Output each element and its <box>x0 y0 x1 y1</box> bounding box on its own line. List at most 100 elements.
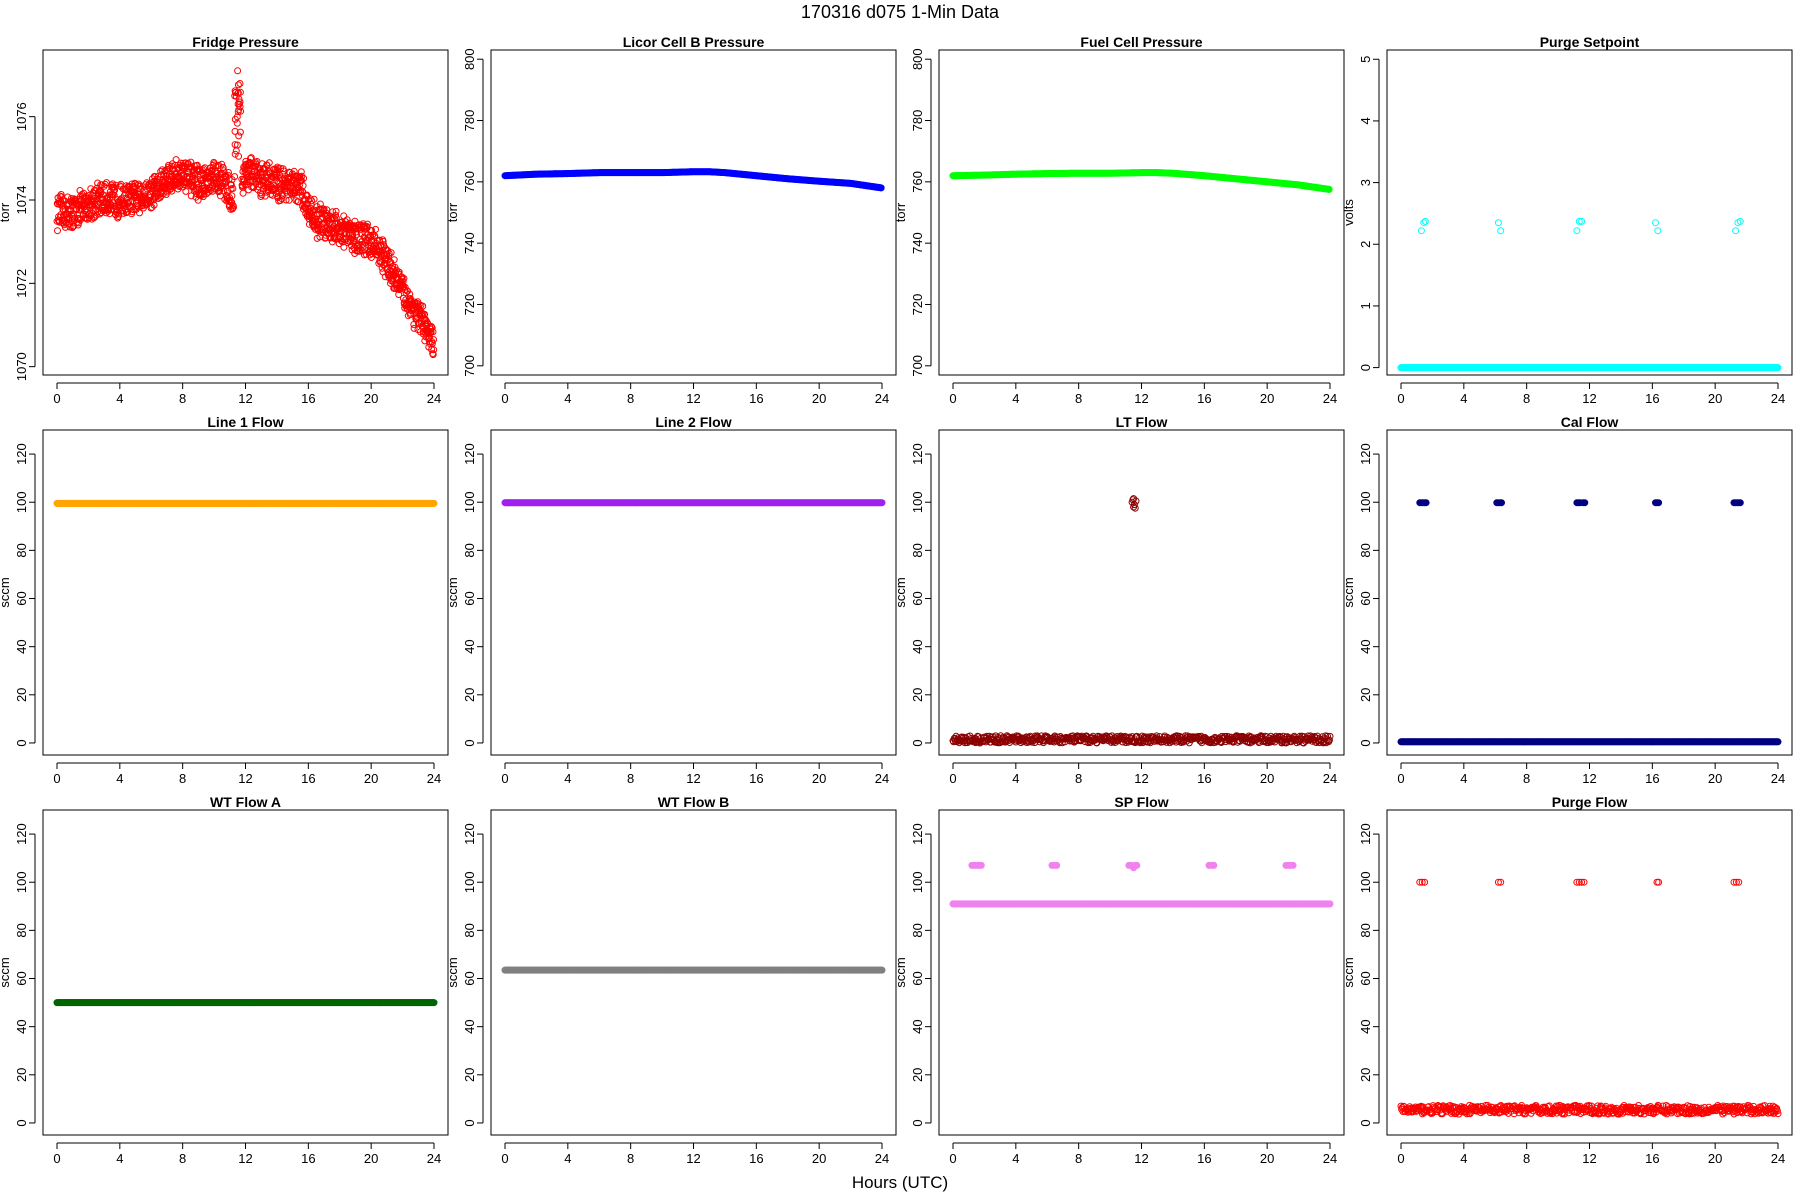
x-tick-label: 4 <box>1012 391 1019 406</box>
data-point <box>265 159 273 167</box>
data-point <box>877 184 885 192</box>
data-point <box>110 191 118 199</box>
y-tick-label: 120 <box>462 443 477 465</box>
y-tick-label: 720 <box>462 294 477 316</box>
x-tick-label: 24 <box>875 391 889 406</box>
x-tick-label: 12 <box>686 391 700 406</box>
y-axis-label: sccm <box>0 577 12 607</box>
x-tick-label: 16 <box>749 771 763 786</box>
data-point <box>298 177 305 185</box>
data-point <box>236 128 244 136</box>
panel-title: Line 2 Flow <box>655 414 731 430</box>
data-point <box>430 336 437 344</box>
data-point <box>400 275 408 282</box>
data-point <box>1654 227 1662 235</box>
data-point <box>239 189 247 197</box>
y-tick-label: 1 <box>1358 302 1373 309</box>
data-point <box>340 243 348 251</box>
data-point <box>109 180 117 188</box>
x-tick-label: 12 <box>1134 771 1148 786</box>
data-point <box>231 173 239 181</box>
y-tick-label: 700 <box>462 355 477 377</box>
x-tick-label: 0 <box>949 771 956 786</box>
data-point <box>136 209 143 217</box>
y-axis-label: sccm <box>1341 577 1356 607</box>
data-point <box>204 186 212 193</box>
data-point <box>307 200 315 208</box>
series-points <box>53 499 438 507</box>
data-point <box>364 220 371 228</box>
data-point <box>390 256 398 264</box>
y-tick-label: 60 <box>462 591 477 605</box>
y-tick-label: 1072 <box>14 269 29 298</box>
y-tick-label: 20 <box>462 688 477 702</box>
data-point <box>1497 227 1505 235</box>
x-tick-label: 4 <box>1460 771 1467 786</box>
data-point <box>70 211 77 219</box>
y-tick-label: 40 <box>462 639 477 653</box>
x-tick-label: 20 <box>1260 771 1274 786</box>
data-point <box>368 227 376 234</box>
data-point <box>187 158 195 166</box>
data-point <box>137 182 144 190</box>
y-axis-label: torr <box>0 202 12 222</box>
x-tick-label: 16 <box>1197 771 1211 786</box>
data-point <box>229 204 237 212</box>
y-axis-label: volts <box>1341 199 1356 226</box>
data-point <box>84 211 92 219</box>
x-tick-label: 0 <box>1397 391 1404 406</box>
data-point <box>232 147 240 155</box>
plot-frame <box>938 49 1345 376</box>
x-tick-label: 12 <box>686 771 700 786</box>
data-point <box>212 168 220 176</box>
series-points <box>501 499 886 507</box>
x-tick-label: 16 <box>749 391 763 406</box>
y-tick-label: 20 <box>14 688 29 702</box>
x-tick-label: 20 <box>364 771 378 786</box>
y-tick-label: 100 <box>910 491 925 513</box>
data-point <box>229 185 237 192</box>
data-point <box>207 186 215 194</box>
data-point <box>421 337 429 345</box>
data-point <box>234 81 242 89</box>
data-point <box>231 127 239 135</box>
y-tick-label: 780 <box>910 110 925 132</box>
y-tick-label: 100 <box>1358 491 1373 513</box>
x-tick-label: 8 <box>1523 771 1530 786</box>
x-tick-label: 24 <box>1323 391 1337 406</box>
x-tick-label: 12 <box>1134 391 1148 406</box>
y-tick-label: 60 <box>1358 591 1373 605</box>
data-point <box>165 161 172 169</box>
data-point <box>182 187 190 195</box>
data-point <box>54 227 61 235</box>
x-tick-label: 12 <box>238 391 252 406</box>
y-tick-label: 760 <box>462 171 477 193</box>
y-tick-label: 1070 <box>14 352 29 381</box>
data-point <box>126 202 134 210</box>
y-tick-label: 100 <box>462 491 477 513</box>
x-tick-label: 12 <box>1582 771 1596 786</box>
x-tick-label: 16 <box>1197 391 1211 406</box>
data-point <box>1325 185 1333 193</box>
y-tick-label: 120 <box>14 443 29 465</box>
panel-title: Licor Cell B Pressure <box>623 34 765 50</box>
y-tick-label: 40 <box>1358 639 1373 653</box>
data-point <box>278 192 286 200</box>
y-tick-label: 60 <box>14 591 29 605</box>
data-point <box>123 208 131 216</box>
x-tick-label: 16 <box>1645 771 1659 786</box>
series-points <box>1397 499 1782 746</box>
data-point <box>428 340 436 347</box>
data-point <box>236 98 244 106</box>
x-tick-label: 20 <box>1260 391 1274 406</box>
data-point <box>210 160 218 168</box>
x-tick-label: 8 <box>627 771 634 786</box>
data-point <box>402 289 410 297</box>
x-tick-label: 0 <box>501 771 508 786</box>
data-point <box>357 245 365 253</box>
